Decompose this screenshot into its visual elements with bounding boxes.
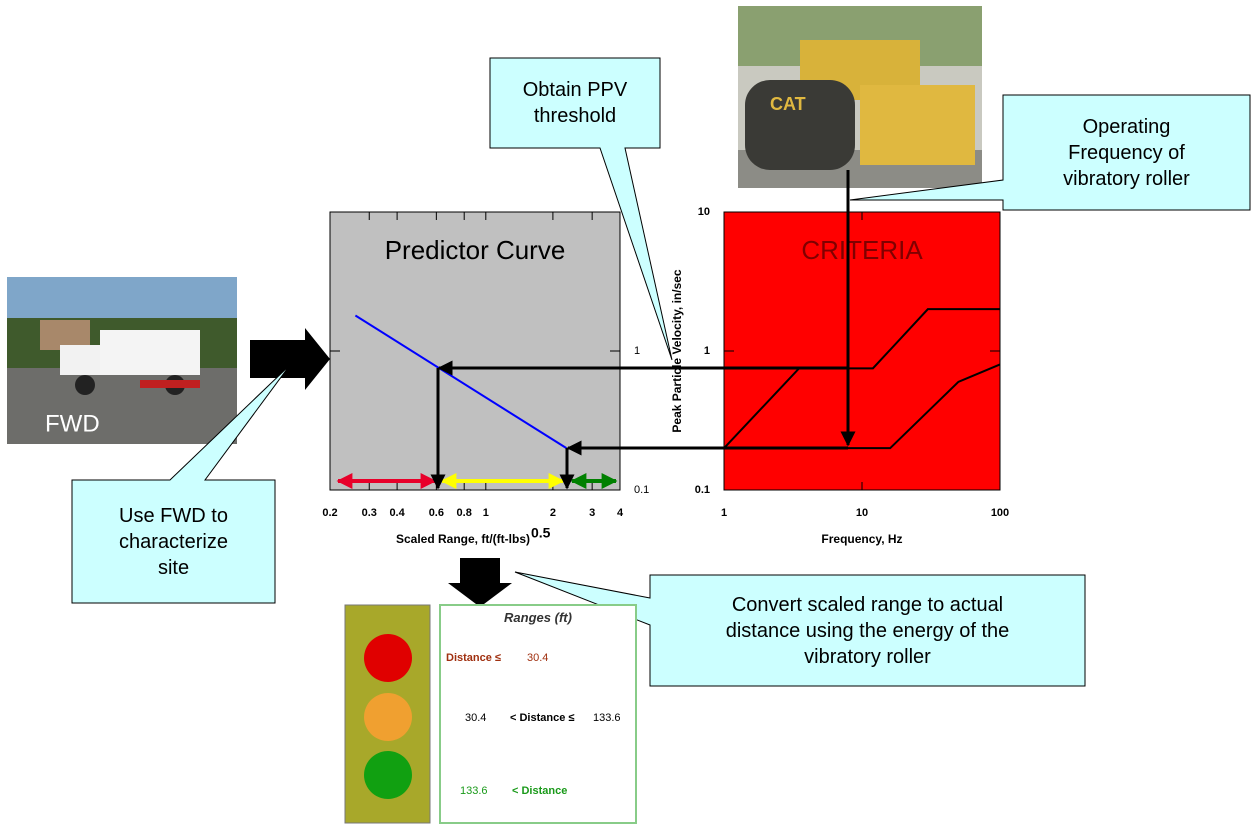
chart-title: CRITERIA xyxy=(801,235,923,265)
y-tick-label: 0.1 xyxy=(634,484,649,496)
slide: FWD CAT Predictor Curve 0.2 0.3 0.4 0.6 0.8 1 2… xyxy=(0,0,1252,825)
fwd-label: FWD xyxy=(45,410,100,437)
fwd-photo xyxy=(7,277,237,444)
x-tick-label: 3 xyxy=(589,507,595,519)
x-tick-label: 0.4 xyxy=(389,507,405,519)
callout-line: distance using the energy of the xyxy=(726,618,1010,644)
chart-title: Predictor Curve xyxy=(385,235,566,265)
traffic-light xyxy=(345,605,430,823)
x-tick-label: 1 xyxy=(721,507,727,519)
ranges-title: Ranges (ft) xyxy=(440,610,636,625)
ranges-cell: 133.6 xyxy=(593,712,621,724)
callout-line: Use FWD to xyxy=(119,503,228,529)
callout-line: site xyxy=(158,555,189,581)
x-tick-label: 4 xyxy=(617,507,624,519)
big-arrow-right xyxy=(250,328,330,390)
ranges-cell: 30.4 xyxy=(527,652,548,664)
callout-line: Operating xyxy=(1083,114,1171,140)
x-tick-label: 2 xyxy=(550,507,556,519)
callout-line: Obtain PPV xyxy=(523,77,628,103)
y-tick-label: 1 xyxy=(634,345,640,357)
y-tick-label: 10 xyxy=(698,206,710,218)
callout-line: vibratory roller xyxy=(1063,166,1190,192)
y-axis-label: Peak Particle Velocity, in/sec xyxy=(670,269,684,433)
x-tick-label: 100 xyxy=(991,507,1009,519)
callout-line: threshold xyxy=(534,103,616,129)
callout-line: Frequency of xyxy=(1068,140,1185,166)
svg-text:CAT: CAT xyxy=(770,94,806,114)
callout-line: Convert scaled range to actual xyxy=(732,592,1003,618)
ranges-cell: < Distance xyxy=(512,785,567,797)
x-tick-label: 0.8 xyxy=(457,507,472,519)
x-tick-label: 0.2 xyxy=(322,507,337,519)
ranges-cell: Distance ≤ xyxy=(446,652,501,664)
big-arrow-down xyxy=(448,558,512,607)
ranges-cell: 133.6 xyxy=(460,785,488,797)
x-tick-label: 10 xyxy=(856,507,868,519)
y-tick-label: 0.1 xyxy=(695,484,710,496)
roller-photo: CAT xyxy=(738,6,982,188)
x-axis-label: Frequency, Hz xyxy=(821,532,902,546)
x-tick-label: 0.3 xyxy=(362,507,377,519)
x-tick-label: 1 xyxy=(483,507,489,519)
callout-line: characterize xyxy=(119,529,228,555)
x-tick-label: 0.6 xyxy=(429,507,444,519)
x-axis-label-exponent: 0.5 xyxy=(531,525,551,541)
ranges-cell: < Distance ≤ xyxy=(510,712,574,724)
callout-line: vibratory roller xyxy=(804,644,931,670)
y-tick-label: 1 xyxy=(704,345,710,357)
x-axis-label: Scaled Range, ft/(ft-lbs) xyxy=(396,532,530,546)
ranges-cell: 30.4 xyxy=(465,712,486,724)
